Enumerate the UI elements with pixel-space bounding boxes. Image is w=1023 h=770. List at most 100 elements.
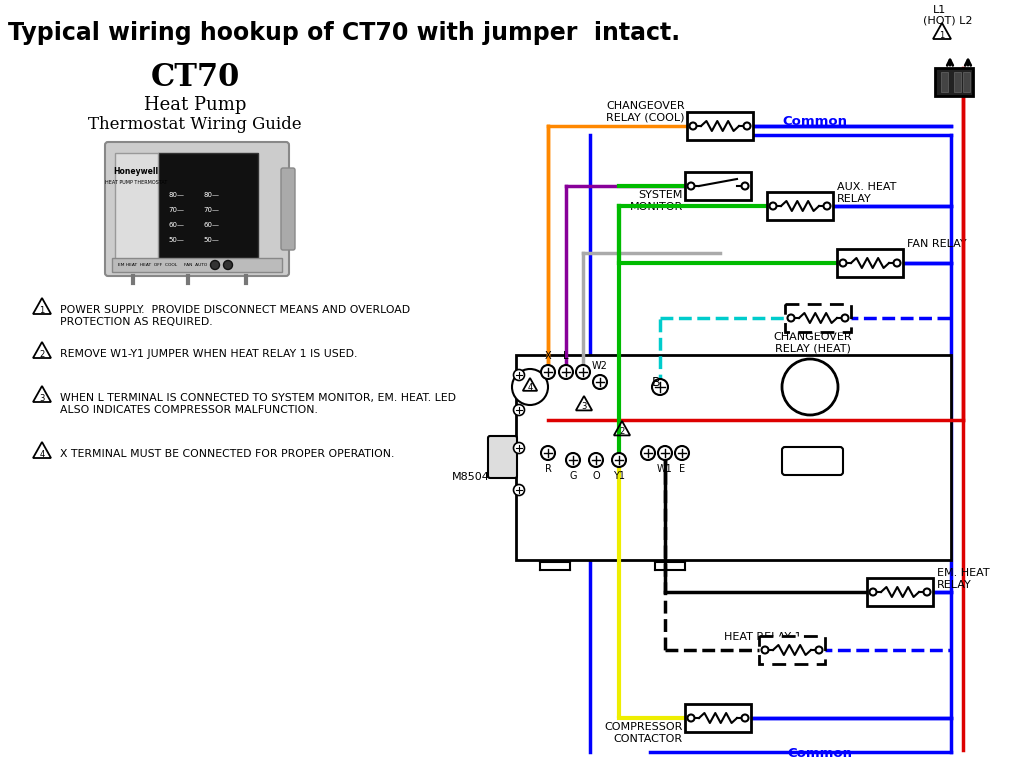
- Text: Y1: Y1: [613, 471, 625, 481]
- Text: 50—: 50—: [203, 237, 219, 243]
- Bar: [935, 68, 973, 96]
- Bar: [516, 355, 951, 560]
- Text: HEAT RELAY 1: HEAT RELAY 1: [724, 632, 802, 642]
- Circle shape: [924, 588, 931, 595]
- Circle shape: [824, 203, 831, 209]
- Bar: [837, 249, 903, 277]
- Text: COMPRESSOR
CONTACTOR: COMPRESSOR CONTACTOR: [605, 722, 683, 744]
- Circle shape: [893, 259, 900, 266]
- Text: Common: Common: [783, 115, 847, 128]
- Circle shape: [842, 314, 848, 322]
- Text: 60—: 60—: [168, 222, 184, 228]
- Circle shape: [675, 446, 690, 460]
- Circle shape: [840, 259, 846, 266]
- Circle shape: [514, 443, 525, 454]
- Circle shape: [690, 122, 697, 129]
- Circle shape: [782, 359, 838, 415]
- Bar: [112, 258, 282, 272]
- Bar: [759, 636, 825, 664]
- Text: W1: W1: [657, 464, 673, 474]
- Circle shape: [652, 379, 668, 395]
- Circle shape: [576, 365, 590, 379]
- Text: 1: 1: [939, 31, 944, 39]
- Circle shape: [742, 182, 749, 189]
- Text: W2: W2: [592, 361, 608, 371]
- Text: X: X: [544, 351, 551, 361]
- Circle shape: [593, 375, 607, 389]
- Text: B: B: [652, 376, 660, 389]
- Bar: [685, 704, 751, 732]
- FancyBboxPatch shape: [281, 168, 295, 250]
- Text: EM. HEAT
RELAY: EM. HEAT RELAY: [937, 568, 989, 590]
- Bar: [685, 172, 751, 200]
- Circle shape: [541, 365, 555, 379]
- Text: 1: 1: [39, 306, 45, 314]
- Circle shape: [223, 260, 232, 269]
- Text: WHEN L TERMINAL IS CONNECTED TO SYSTEM MONITOR, EM. HEAT. LED
ALSO INDICATES COM: WHEN L TERMINAL IS CONNECTED TO SYSTEM M…: [60, 393, 456, 414]
- Circle shape: [512, 369, 548, 405]
- Circle shape: [559, 365, 573, 379]
- Circle shape: [815, 647, 822, 654]
- Text: G: G: [569, 471, 577, 481]
- Circle shape: [761, 647, 768, 654]
- Bar: [687, 112, 753, 140]
- Text: SYSTEM
MONITOR: SYSTEM MONITOR: [630, 190, 683, 212]
- Circle shape: [612, 453, 626, 467]
- Circle shape: [641, 446, 655, 460]
- Bar: [158, 153, 258, 259]
- Text: POWER SUPPLY.  PROVIDE DISCONNECT MEANS AND OVERLOAD
PROTECTION AS REQUIRED.: POWER SUPPLY. PROVIDE DISCONNECT MEANS A…: [60, 305, 410, 326]
- Circle shape: [687, 182, 695, 189]
- Text: 60—: 60—: [203, 222, 219, 228]
- Text: Heat Pump: Heat Pump: [144, 96, 247, 114]
- Bar: [941, 72, 948, 92]
- Text: CT70: CT70: [150, 62, 239, 92]
- Text: EM HEAT  HEAT  OFF  COOL     FAN  AUTO  ON: EM HEAT HEAT OFF COOL FAN AUTO ON: [118, 263, 217, 267]
- Text: M8504: M8504: [452, 472, 490, 482]
- Circle shape: [742, 715, 749, 721]
- Text: HEAT PUMP THERMOSTAT: HEAT PUMP THERMOSTAT: [104, 179, 167, 185]
- Text: 3: 3: [39, 393, 45, 403]
- Circle shape: [211, 260, 220, 269]
- Text: 2: 2: [619, 427, 625, 437]
- Circle shape: [687, 715, 695, 721]
- FancyBboxPatch shape: [782, 447, 843, 475]
- Text: L1: L1: [933, 5, 946, 15]
- Circle shape: [514, 484, 525, 496]
- Text: 2: 2: [39, 350, 45, 359]
- Circle shape: [769, 203, 776, 209]
- Circle shape: [514, 404, 525, 416]
- Text: 4: 4: [39, 450, 45, 458]
- Text: (HOT) L2: (HOT) L2: [923, 15, 973, 25]
- Text: O: O: [592, 471, 599, 481]
- Circle shape: [744, 122, 751, 129]
- Circle shape: [788, 314, 795, 322]
- Text: 70—: 70—: [168, 207, 184, 213]
- Circle shape: [566, 453, 580, 467]
- Text: X TERMINAL MUST BE CONNECTED FOR PROPER OPERATION.: X TERMINAL MUST BE CONNECTED FOR PROPER …: [60, 449, 395, 459]
- Circle shape: [870, 588, 877, 595]
- Bar: [963, 72, 970, 92]
- Text: Thermostat Wiring Guide: Thermostat Wiring Guide: [88, 116, 302, 132]
- Text: CHANGEOVER
RELAY (HEAT): CHANGEOVER RELAY (HEAT): [773, 332, 852, 353]
- Bar: [785, 304, 851, 332]
- Text: 70—: 70—: [203, 207, 219, 213]
- Circle shape: [541, 446, 555, 460]
- Text: E: E: [679, 464, 685, 474]
- Text: 80—: 80—: [203, 192, 219, 198]
- Bar: [115, 153, 158, 259]
- FancyBboxPatch shape: [105, 142, 290, 276]
- Text: 3: 3: [581, 402, 586, 411]
- Text: 50—: 50—: [168, 237, 184, 243]
- FancyBboxPatch shape: [488, 436, 517, 478]
- Bar: [868, 578, 933, 606]
- Text: Honeywell: Honeywell: [114, 166, 159, 176]
- Circle shape: [589, 453, 603, 467]
- Circle shape: [514, 370, 525, 380]
- Text: REMOVE W1-Y1 JUMPER WHEN HEAT RELAY 1 IS USED.: REMOVE W1-Y1 JUMPER WHEN HEAT RELAY 1 IS…: [60, 349, 357, 359]
- Text: FAN RELAY: FAN RELAY: [907, 239, 967, 249]
- Text: Common: Common: [788, 747, 852, 760]
- Text: AUX. HEAT
RELAY: AUX. HEAT RELAY: [837, 182, 896, 203]
- Text: CHANGEOVER
RELAY (COOL): CHANGEOVER RELAY (COOL): [607, 101, 685, 122]
- Text: R: R: [544, 464, 551, 474]
- Bar: [954, 72, 961, 92]
